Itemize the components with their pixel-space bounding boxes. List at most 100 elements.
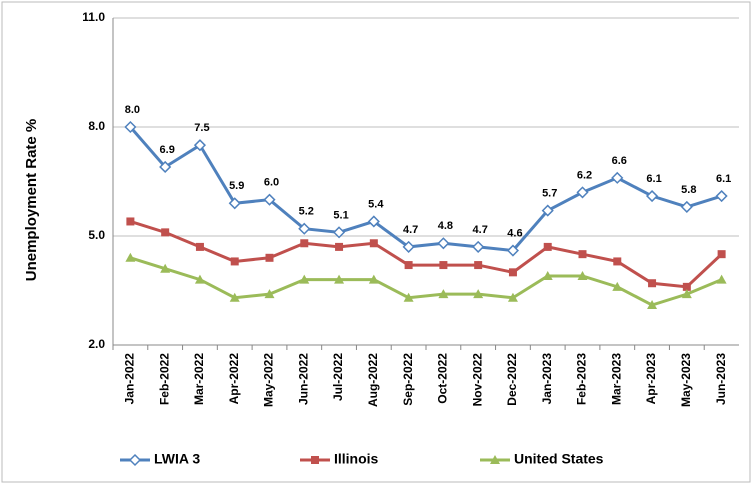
series-line: [129, 126, 723, 253]
point-marker: [542, 270, 553, 280]
point-marker: [126, 217, 135, 226]
series-line: [129, 220, 723, 289]
point-marker: [645, 189, 659, 203]
y-tick-label: 5.0: [88, 228, 105, 242]
x-tick-label: Aug-2022: [366, 353, 380, 407]
point-marker: [474, 261, 483, 270]
point-marker: [716, 274, 727, 284]
x-tick-label: Jul-2022: [331, 353, 345, 401]
data-label: 6.2: [577, 169, 592, 181]
legend-marker: [490, 455, 500, 464]
y-tick-label: 2.0: [88, 337, 105, 351]
point-marker: [404, 261, 413, 270]
point-marker: [578, 250, 587, 259]
x-tick-label: May-2023: [679, 353, 693, 407]
x-tick-label: Nov-2022: [470, 353, 484, 407]
x-tick-label: Sep-2022: [401, 353, 415, 406]
x-tick-label: Jun-2023: [714, 353, 728, 405]
point-marker: [124, 120, 137, 134]
point-marker: [193, 139, 207, 152]
data-label: 4.6: [507, 227, 522, 239]
point-marker: [403, 292, 414, 302]
point-marker: [576, 186, 589, 199]
point-marker: [508, 268, 517, 277]
data-label: 7.5: [194, 122, 209, 134]
point-marker: [682, 282, 691, 291]
point-marker: [507, 292, 518, 302]
data-label: 5.1: [333, 209, 348, 221]
point-marker: [613, 257, 622, 266]
point-marker: [438, 289, 449, 299]
data-label: 5.9: [229, 180, 244, 192]
data-label: 5.7: [542, 187, 557, 199]
point-marker: [367, 215, 380, 228]
point-marker: [263, 193, 276, 206]
point-marker: [681, 289, 692, 299]
legend-label: United States: [514, 451, 604, 467]
point-marker: [369, 239, 378, 248]
data-label: 6.1: [646, 173, 661, 185]
point-marker: [159, 160, 172, 174]
legend-label: LWIA 3: [154, 451, 200, 467]
x-tick-label: May-2022: [262, 353, 276, 407]
x-tick-label: Apr-2022: [227, 353, 241, 405]
x-tick-label: Jan-2023: [540, 353, 554, 405]
point-marker: [577, 270, 588, 280]
data-label: 6.0: [264, 177, 279, 189]
point-marker: [334, 274, 345, 284]
point-marker: [195, 242, 204, 251]
data-label: 6.1: [716, 173, 731, 185]
point-marker: [506, 244, 520, 257]
point-marker: [194, 274, 205, 284]
series-line: [129, 256, 723, 307]
point-marker: [299, 274, 310, 284]
point-marker: [332, 226, 346, 239]
data-label: 4.8: [438, 220, 453, 232]
data-label: 5.4: [368, 198, 384, 210]
point-marker: [680, 200, 693, 213]
x-tick-label: Jan-2022: [123, 353, 137, 405]
legend-marker: [311, 456, 319, 464]
y-tick-label: 8.0: [88, 119, 105, 133]
point-marker: [647, 300, 658, 310]
x-tick-label: Feb-2022: [157, 353, 171, 405]
data-label: 4.7: [403, 224, 418, 236]
data-label: 6.9: [160, 144, 175, 156]
point-marker: [611, 171, 624, 184]
x-tick-label: Oct-2022: [436, 353, 450, 404]
data-label: 5.8: [681, 184, 696, 196]
point-marker: [228, 197, 241, 210]
x-tick-label: Apr-2023: [644, 353, 658, 405]
x-tick-label: Mar-2022: [192, 353, 206, 405]
legend-marker: [128, 453, 142, 467]
point-marker: [230, 257, 239, 266]
point-marker: [264, 289, 275, 299]
data-label: 6.6: [612, 155, 627, 167]
point-marker: [161, 228, 170, 237]
point-marker: [437, 237, 450, 250]
point-marker: [160, 263, 171, 273]
point-marker: [298, 222, 311, 235]
y-tick-label: 11.0: [82, 10, 105, 24]
point-marker: [541, 204, 554, 217]
x-tick-label: Dec-2022: [505, 353, 519, 406]
point-marker: [473, 289, 484, 299]
x-tick-label: Jun-2022: [296, 353, 310, 405]
data-label: 5.2: [299, 206, 314, 218]
point-marker: [368, 274, 379, 284]
y-axis-label: Unemployment Rate %: [23, 119, 40, 282]
point-marker: [402, 240, 415, 253]
data-label: 4.7: [473, 224, 488, 236]
x-tick-label: Feb-2023: [575, 353, 589, 405]
legend-label: Illinois: [334, 451, 379, 467]
point-marker: [229, 292, 240, 302]
point-marker: [439, 261, 448, 270]
point-marker: [125, 252, 136, 262]
point-marker: [612, 281, 623, 291]
point-marker: [715, 189, 728, 203]
point-marker: [648, 279, 657, 288]
point-marker: [265, 253, 274, 262]
data-label: 8.0: [125, 104, 140, 116]
x-tick-label: Mar-2023: [609, 353, 623, 405]
